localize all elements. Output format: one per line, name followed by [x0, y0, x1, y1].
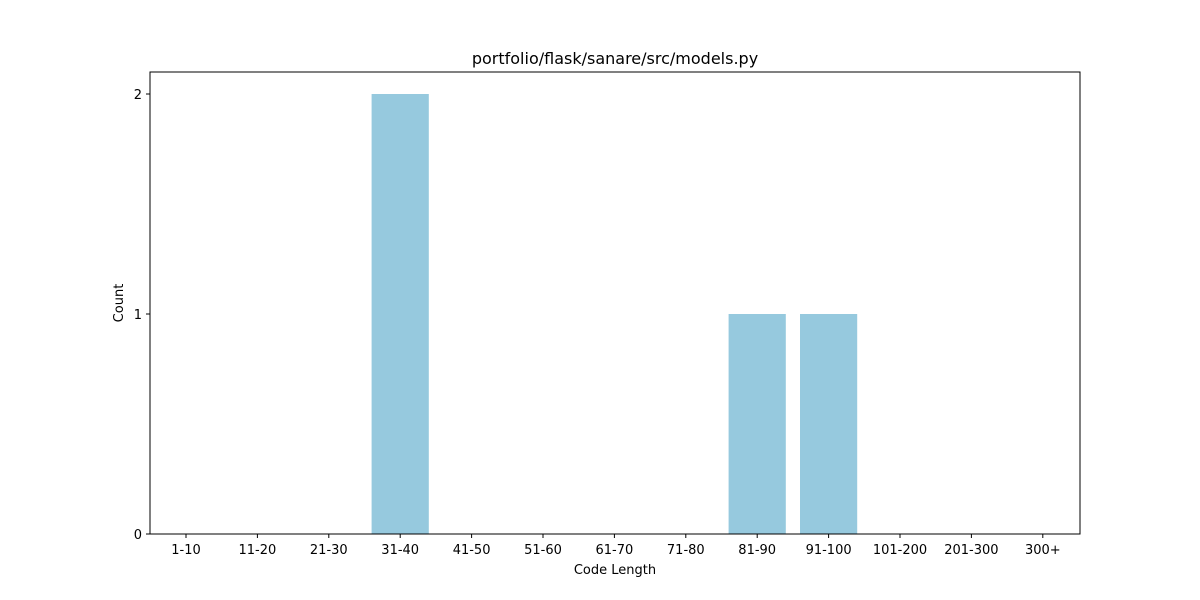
- x-tick-label: 51-60: [524, 543, 562, 558]
- x-axis-label: Code Length: [574, 563, 656, 578]
- x-tick-label: 201-300: [944, 543, 998, 558]
- y-tick-label: 2: [134, 88, 142, 103]
- x-tick-label: 11-20: [239, 543, 277, 558]
- x-tick-label: 71-80: [667, 543, 705, 558]
- x-tick-label: 21-30: [310, 543, 348, 558]
- x-tick-label: 300+: [1025, 543, 1061, 558]
- x-tick-label: 31-40: [381, 543, 419, 558]
- y-tick-label: 0: [134, 528, 142, 543]
- bars-group: [371, 94, 858, 534]
- y-axis-label: Count: [112, 284, 127, 323]
- x-axis-ticks: 1-10 11-20 21-30 31-40 41-50 51-60 61-70 71-80 8…: [171, 534, 1061, 558]
- x-tick-label: 81-90: [738, 543, 776, 558]
- x-tick-label: 101-200: [873, 543, 927, 558]
- x-tick-label: 1-10: [171, 543, 201, 558]
- chart-title: portfolio/flask/sanare/src/models.py: [472, 49, 758, 68]
- bar-31-40: [371, 94, 429, 534]
- plot-frame: [149, 71, 1081, 535]
- x-tick-label: 61-70: [596, 543, 634, 558]
- x-tick-label: 91-100: [806, 543, 852, 558]
- bar-91-100: [800, 314, 858, 534]
- x-tick-label: 41-50: [453, 543, 491, 558]
- bar-81-90: [728, 314, 786, 534]
- y-tick-label: 1: [134, 308, 142, 323]
- y-axis-ticks: 0 1 2: [134, 88, 150, 543]
